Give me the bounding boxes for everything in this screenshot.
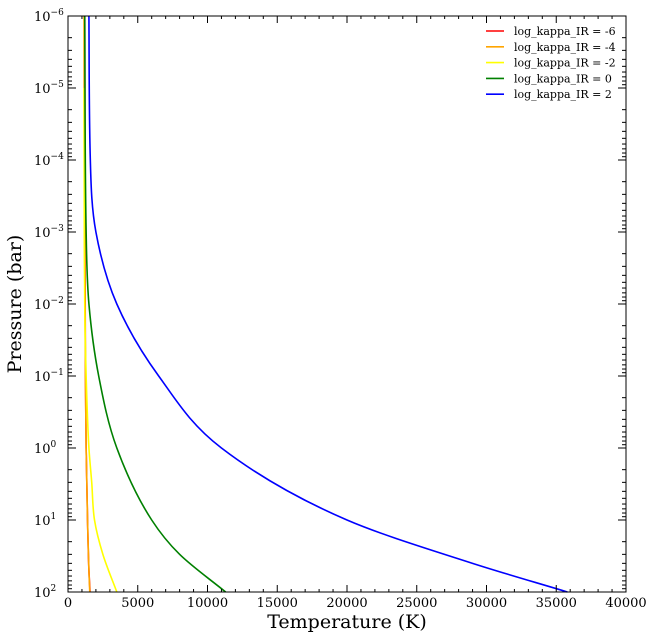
legend: log_kappa_IR = -6 log_kappa_IR = -4 log_ka… bbox=[486, 25, 616, 101]
y-tick-label: 10−3 bbox=[34, 224, 64, 241]
x-tick-label: 35000 bbox=[536, 596, 577, 611]
y-axis-label: Pressure (bar) bbox=[4, 235, 26, 374]
y-tick-label: 102 bbox=[34, 584, 56, 601]
y-tick-label: 10−1 bbox=[34, 368, 64, 385]
y-tick-label: 10−2 bbox=[34, 296, 64, 313]
y-tick-label: 10−4 bbox=[34, 152, 64, 169]
ticks-layer: 0 5000 10000 15000 20000 25000 30000 35000 40000… bbox=[34, 8, 647, 611]
legend-label-3: log_kappa_IR = 0 bbox=[514, 72, 612, 85]
x-tick-label: 15000 bbox=[257, 596, 298, 611]
legend-label-2: log_kappa_IR = -2 bbox=[514, 57, 616, 70]
x-tick-label: 40000 bbox=[605, 596, 646, 611]
y-tick-label: 10−5 bbox=[34, 80, 64, 97]
x-axis-label: Temperature (K) bbox=[267, 611, 427, 633]
x-tick-label: 30000 bbox=[466, 596, 507, 611]
plot-frame bbox=[67, 15, 627, 593]
legend-label-1: log_kappa_IR = -4 bbox=[514, 41, 616, 54]
x-tick-label: 0 bbox=[64, 596, 72, 611]
series-line-4 bbox=[88, 15, 568, 593]
series-line-2 bbox=[83, 87, 118, 593]
x-tick-label: 25000 bbox=[396, 596, 437, 611]
series-layer bbox=[83, 15, 568, 593]
y-tick-label: 100 bbox=[34, 440, 57, 457]
x-tick-label: 10000 bbox=[187, 596, 228, 611]
legend-label-4: log_kappa_IR = 2 bbox=[514, 88, 612, 101]
y-tick-label: 10−6 bbox=[34, 8, 64, 25]
legend-label-0: log_kappa_IR = -6 bbox=[514, 25, 616, 38]
x-tick-label: 20000 bbox=[326, 596, 367, 611]
y-tick-label: 101 bbox=[34, 512, 56, 529]
x-tick-label: 5000 bbox=[121, 596, 154, 611]
series-line-3 bbox=[83, 15, 227, 593]
